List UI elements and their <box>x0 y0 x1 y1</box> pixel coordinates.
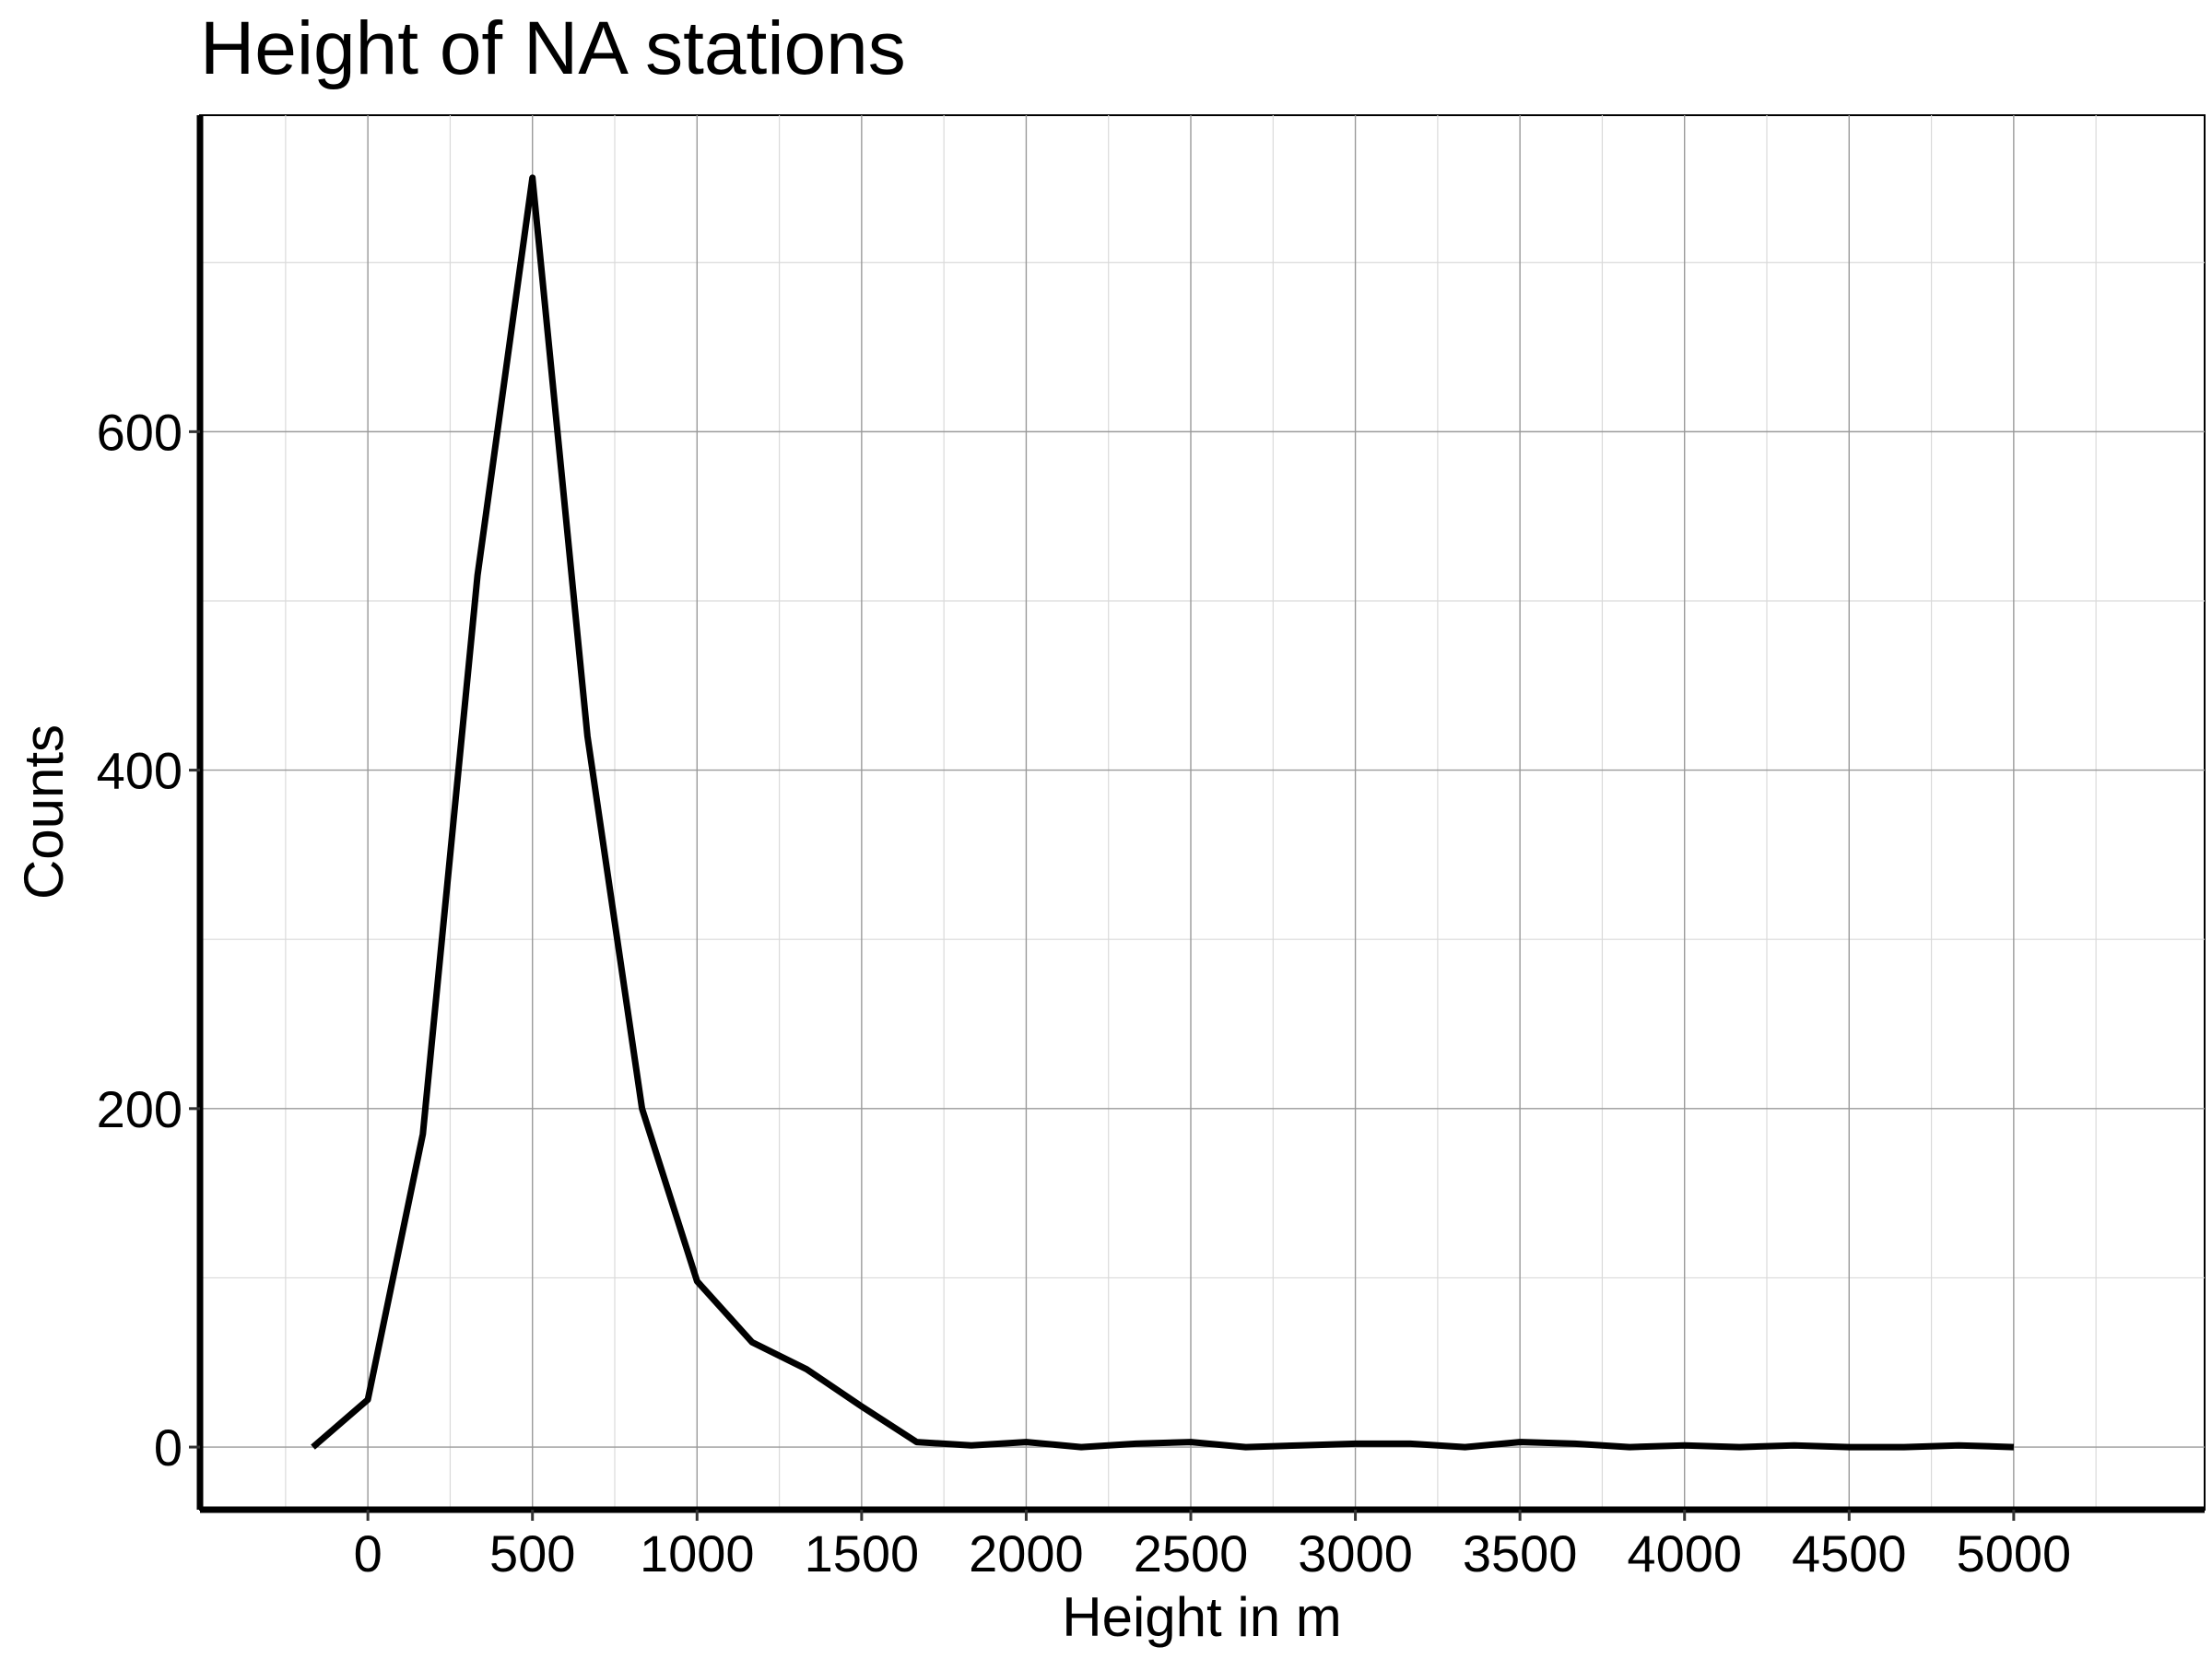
plot-panel <box>199 114 2206 1511</box>
x-tick-label: 0 <box>354 1524 382 1583</box>
y-axis-label: Counts <box>13 724 75 900</box>
minor-gridlines <box>200 115 2205 1510</box>
x-axis-ticks: 0 500 1000 1500 2000 2500 3000 3500 4000 4500 5000 <box>354 1510 2072 1583</box>
x-tick-label: 500 <box>489 1524 575 1583</box>
y-tick-label: 400 <box>97 742 182 800</box>
y-tick-label: 200 <box>97 1080 182 1138</box>
y-tick-label: 600 <box>97 403 182 461</box>
x-tick-label: 1500 <box>805 1524 920 1583</box>
x-tick-label: 3500 <box>1463 1524 1578 1583</box>
y-tick-label: 0 <box>154 1418 182 1477</box>
major-gridlines <box>200 115 2205 1510</box>
x-tick-label: 4000 <box>1627 1524 1742 1583</box>
x-tick-label: 1000 <box>640 1524 755 1583</box>
x-axis-label: Height in m <box>1062 1586 1341 1648</box>
x-tick-label: 2000 <box>969 1524 1084 1583</box>
x-tick-label: 4500 <box>1792 1524 1907 1583</box>
x-tick-label: 3000 <box>1298 1524 1413 1583</box>
series-line <box>311 174 2015 1451</box>
chart-title: Height of NA stations <box>200 6 906 90</box>
x-tick-label: 5000 <box>1957 1524 2072 1583</box>
y-axis-ticks: 0 200 400 600 <box>97 403 200 1477</box>
series-layer <box>311 174 2015 1451</box>
x-tick-label: 2500 <box>1134 1524 1249 1583</box>
